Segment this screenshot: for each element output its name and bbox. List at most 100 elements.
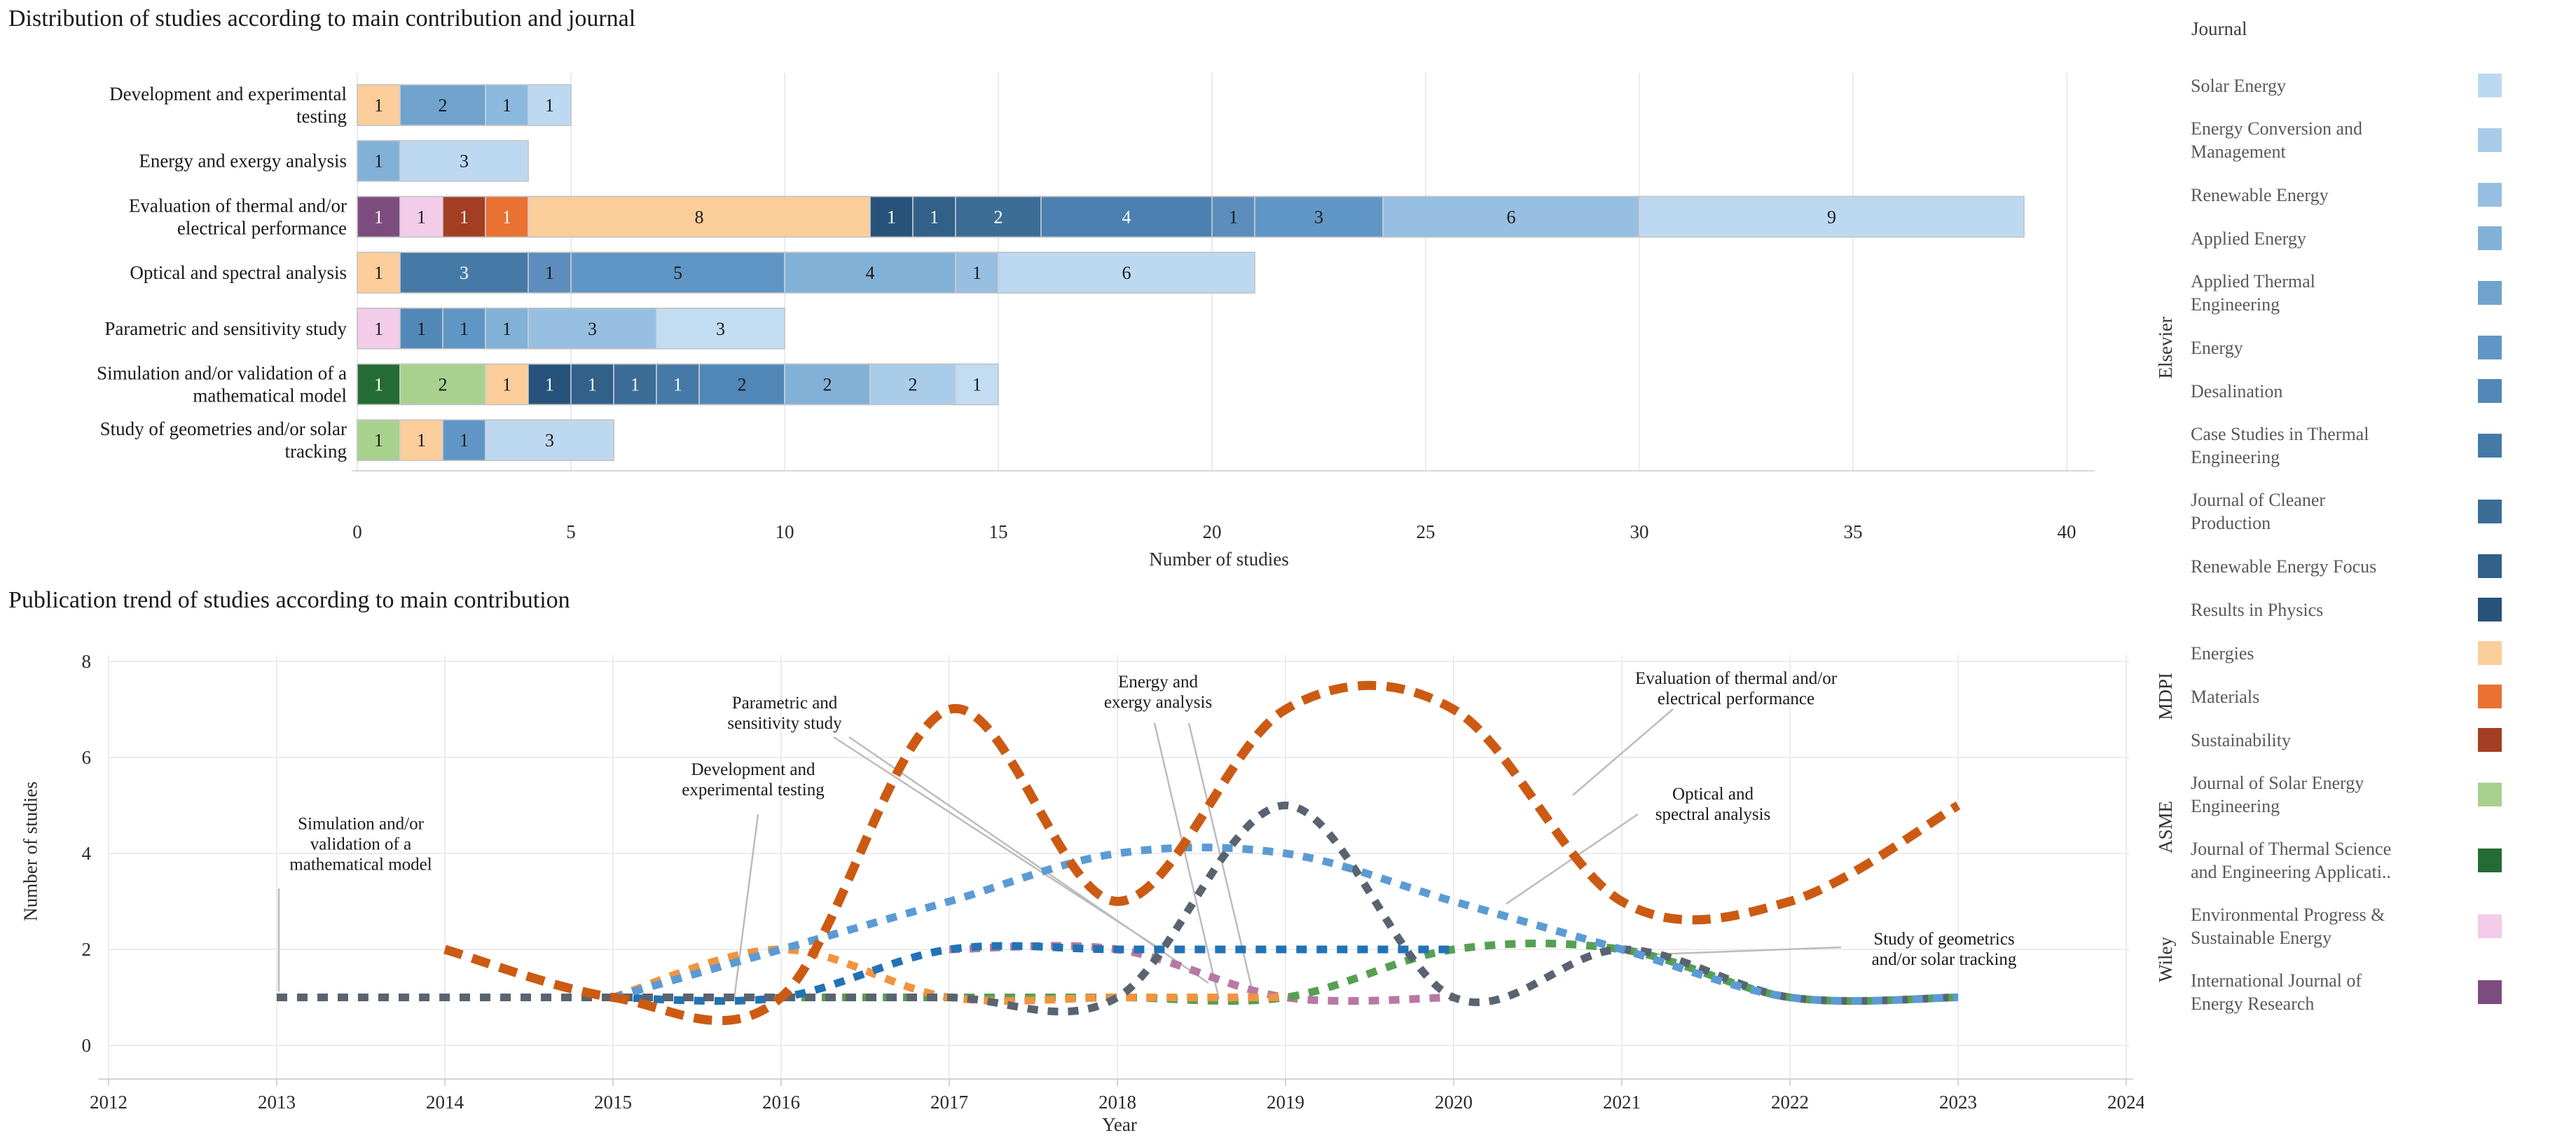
- bar-segment[interactable]: [485, 84, 529, 126]
- bar-segment-value: 1: [631, 375, 640, 395]
- bar-segment-value: 1: [502, 319, 511, 339]
- bar-segment[interactable]: [698, 363, 785, 406]
- bar-segment-value: 3: [460, 263, 469, 283]
- bar-outline: [357, 252, 1255, 294]
- bar-category-label: Evaluation of thermal and/or: [129, 195, 347, 216]
- legend-item-label: Environmental Progress & Sustainable Ene…: [2191, 905, 2385, 948]
- bar-segment-value: 2: [823, 375, 832, 395]
- legend-item[interactable]: Desalination: [2191, 369, 2576, 413]
- legend-item[interactable]: Applied Energy: [2191, 217, 2576, 260]
- bar-x-tick: 15: [989, 521, 1008, 542]
- bar-segment[interactable]: [656, 363, 700, 406]
- bar-segment[interactable]: [528, 195, 871, 238]
- bar-segment[interactable]: [1254, 195, 1384, 238]
- legend-item-label: Applied Thermal Engineering: [2191, 271, 2315, 315]
- bar-outline: [357, 195, 2025, 238]
- legend-item-label: Desalination: [2191, 380, 2283, 401]
- trend-y-tick: 4: [82, 843, 92, 864]
- bar-segment-value: 6: [1122, 263, 1131, 283]
- trend-x-tick: 2013: [258, 1092, 296, 1113]
- legend-item[interactable]: Materials: [2191, 675, 2576, 718]
- bar-segment[interactable]: [570, 252, 785, 294]
- trend-x-tick: 2012: [90, 1092, 128, 1113]
- bar-segment[interactable]: [1382, 195, 1640, 238]
- bar-segment[interactable]: [869, 195, 914, 238]
- bar-x-tick: 25: [1417, 521, 1435, 542]
- annotation-leader-line: [1654, 946, 1842, 956]
- bar-segment[interactable]: [784, 252, 956, 294]
- trend-x-tick: 2018: [1098, 1092, 1136, 1113]
- journal-legend: Journal Elsevier Solar Energy Energy Conve…: [2140, 0, 2576, 1025]
- legend-item[interactable]: Results in Physics: [2191, 588, 2576, 631]
- bar-x-axis-label: Number of studies: [1149, 549, 1289, 570]
- bar-segment[interactable]: [399, 252, 529, 294]
- bar-segment[interactable]: [570, 363, 614, 406]
- bar-category-label: Optical and spectral analysis: [130, 262, 347, 283]
- bar-segment[interactable]: [1040, 195, 1213, 238]
- legend-item[interactable]: Journal of Cleaner Production: [2191, 479, 2576, 544]
- bar-segment[interactable]: [528, 308, 657, 350]
- bar-segment[interactable]: [869, 363, 956, 406]
- bar-segment[interactable]: [1639, 195, 2025, 238]
- trend-y-tick: 6: [82, 747, 92, 768]
- bar-segment[interactable]: [357, 419, 401, 461]
- bar-segment[interactable]: [399, 139, 529, 182]
- trend-chart: 0 2 4 6 8 2012 2013 2014 2015 2016 2017 2018 2019 202…: [82, 651, 2144, 1113]
- bar-segment-value: 3: [545, 430, 554, 451]
- bar-segment[interactable]: [955, 195, 1042, 238]
- bar-segment-value: 1: [460, 207, 469, 227]
- legend-item[interactable]: International Journal of Energy Research: [2191, 959, 2576, 1025]
- bar-row: 1 3 1 5 4 1 6 Optical and spectral analysis: [130, 252, 1255, 294]
- legend-item[interactable]: Energy Conversion and Management: [2191, 107, 2576, 173]
- bar-segment[interactable]: [399, 363, 486, 406]
- legend-item[interactable]: Applied Thermal Engineering: [2191, 260, 2576, 326]
- bar-segment-value: 1: [374, 319, 383, 339]
- legend-item[interactable]: Renewable Energy: [2191, 173, 2576, 217]
- bar-category-label: Energy and exergy analysis: [139, 151, 347, 172]
- bar-segment-value: 2: [738, 375, 747, 395]
- bar-segment[interactable]: [442, 419, 486, 461]
- legend-item[interactable]: Energies: [2191, 631, 2576, 675]
- legend-item[interactable]: Journal of Thermal Science and Engineeri…: [2191, 827, 2576, 893]
- bar-x-tick: 30: [1630, 521, 1649, 542]
- bar-segment-value: 1: [374, 430, 383, 451]
- legend-color-swatch: [2478, 641, 2502, 665]
- bar-segment-value: 1: [673, 375, 682, 395]
- trend-series-optical-and-spectral-analysis: [612, 843, 1959, 1005]
- legend-item[interactable]: Environmental Progress & Sustainable Ene…: [2191, 893, 2576, 959]
- bar-row: 1 1 1 1 3 3 Parametric and sensitivity study: [104, 308, 785, 350]
- legend-item[interactable]: Energy: [2191, 326, 2576, 369]
- legend-group-asme: ASME Journal of Solar Energy Engineering J…: [2140, 762, 2576, 893]
- legend-color-swatch: [2478, 500, 2502, 523]
- trend-x-axis-label: Year: [1102, 1114, 1137, 1135]
- annotation-leader-line: [733, 813, 759, 999]
- trend-x-tick: 2024: [2107, 1092, 2144, 1113]
- legend-item[interactable]: Case Studies in Thermal Engineering: [2191, 413, 2576, 479]
- legend-color-swatch: [2478, 379, 2502, 403]
- legend-color-swatch: [2478, 980, 2502, 1004]
- legend-item[interactable]: Renewable Energy Focus: [2191, 544, 2576, 588]
- bar-segment-value: 1: [417, 207, 426, 227]
- legend-color-swatch: [2478, 434, 2502, 458]
- bar-segment-value: 3: [460, 151, 469, 172]
- bar-segment-value: 1: [417, 319, 426, 339]
- bar-segment-value: 9: [1827, 207, 1836, 227]
- bar-segment-value: 2: [909, 375, 918, 395]
- legend-item[interactable]: Journal of Solar Energy Engineering: [2191, 762, 2576, 827]
- trend-x-tick: 2014: [426, 1092, 464, 1113]
- legend-item[interactable]: Sustainability: [2191, 718, 2576, 762]
- bar-segment[interactable]: [442, 195, 486, 238]
- bar-segment-value: 1: [588, 375, 597, 395]
- bar-category-label: mathematical model: [193, 385, 347, 406]
- legend-item[interactable]: Solar Energy: [2191, 64, 2576, 107]
- trend-y-tick: 0: [82, 1035, 92, 1056]
- bar-segment[interactable]: [399, 308, 443, 350]
- legend-color-swatch: [2478, 914, 2502, 938]
- bar-category-label: Study of geometries and/or solar: [100, 418, 347, 439]
- bar-segment[interactable]: [955, 252, 999, 294]
- annotation-leader-line: [848, 736, 1209, 984]
- trend-y-tick: 8: [82, 651, 92, 672]
- bar-segment-value: 4: [1122, 207, 1131, 227]
- legend-title: Journal: [2191, 18, 2247, 39]
